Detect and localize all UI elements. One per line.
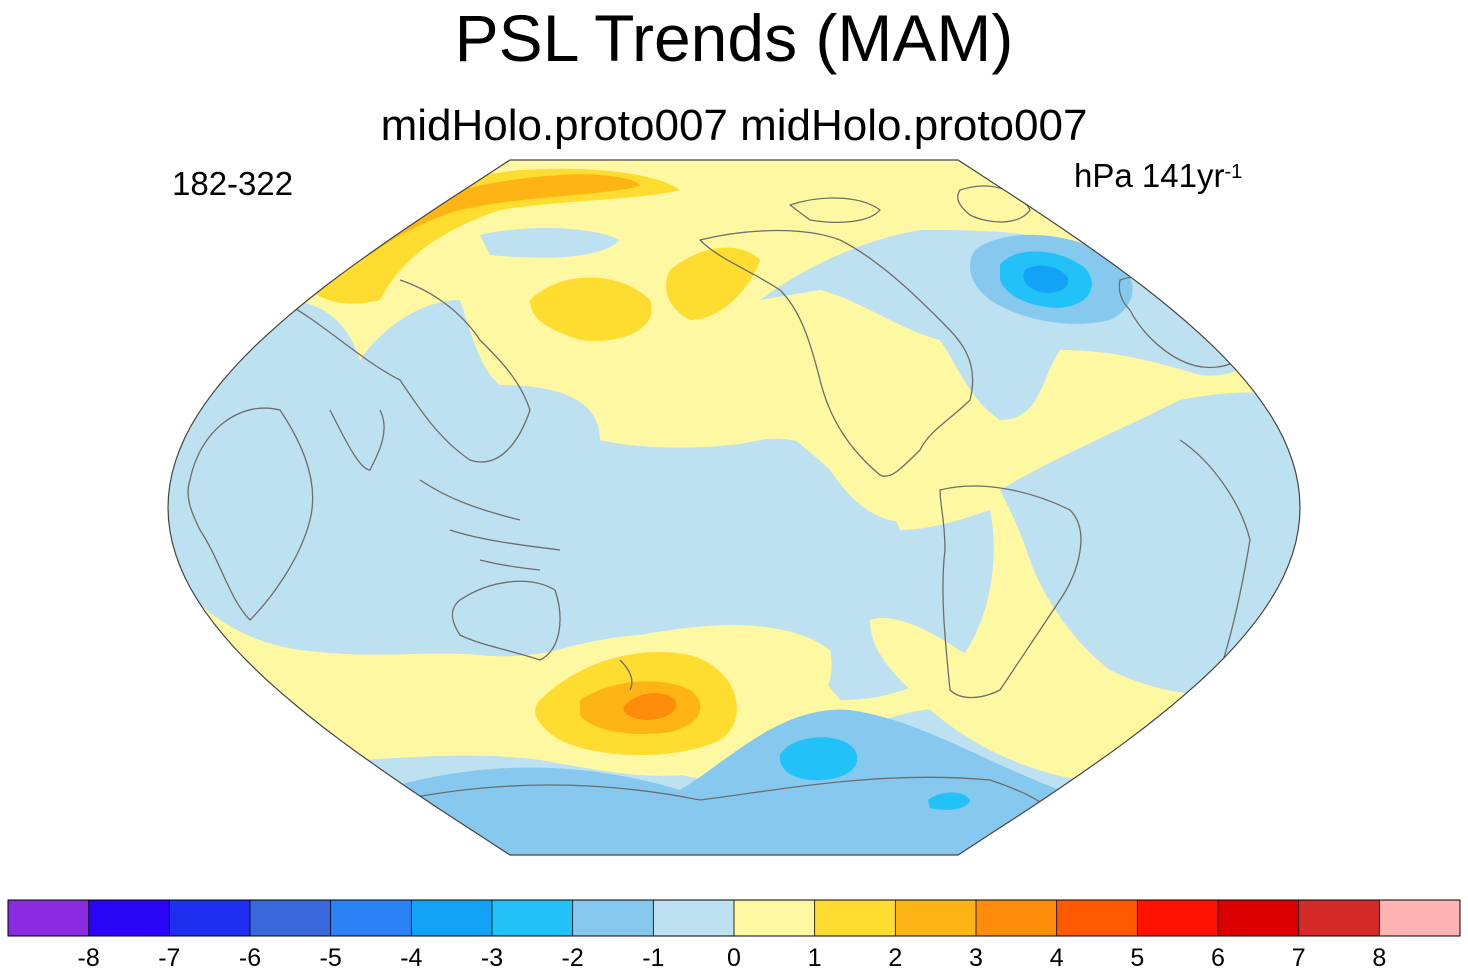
colorbar-bin bbox=[492, 900, 574, 936]
colorbar-tick-label: 3 bbox=[969, 944, 983, 972]
region-southern-ocean-low bbox=[380, 709, 1060, 855]
coast-australia bbox=[451, 580, 561, 661]
chart-subtitle: midHolo.proto007 midHolo.proto007 bbox=[380, 101, 1088, 150]
coast-antarctica bbox=[399, 776, 1051, 811]
colorbar-tick-label: 1 bbox=[808, 944, 822, 972]
colorbar-bin bbox=[250, 900, 332, 936]
colorbar-bin bbox=[1379, 900, 1461, 936]
chart-title: PSL Trends (MAM) bbox=[454, 1, 1014, 75]
colorbar-bin bbox=[734, 900, 816, 936]
colorbar-bin bbox=[169, 900, 251, 936]
region-south-pacific-max bbox=[623, 693, 676, 720]
coast-eurasia-south bbox=[279, 279, 531, 463]
colorbar-ticks: -8 -7 -6 -5 -4 -3 -2 -1 0 1 2 3 4 5 6 7 8 bbox=[78, 944, 1387, 972]
colorbar-bin bbox=[976, 900, 1058, 936]
colorbar-tick-label: -2 bbox=[562, 944, 584, 972]
coast-africa-west bbox=[1179, 439, 1251, 671]
trend-map bbox=[167, 159, 1301, 856]
colorbar-tick-label: 8 bbox=[1372, 944, 1386, 972]
colorbar-tick-label: -5 bbox=[320, 944, 342, 972]
colorbar-bins bbox=[7, 899, 1461, 937]
units-base: hPa 141yr bbox=[1074, 157, 1225, 194]
colorbar-tick-label: -1 bbox=[642, 944, 664, 972]
coast-india bbox=[329, 409, 385, 471]
colorbar-tick-label: -7 bbox=[158, 944, 180, 972]
coast-arctic-canada bbox=[789, 197, 881, 223]
region-atlantic bbox=[1000, 392, 1300, 694]
colorbar-bin bbox=[330, 900, 412, 936]
colorbar-tick-label: -4 bbox=[400, 944, 422, 972]
colorbar-bin bbox=[572, 900, 654, 936]
region-north-atlantic-min bbox=[1023, 265, 1069, 293]
colorbar-tick-label: 0 bbox=[727, 944, 741, 972]
coast-greenland bbox=[957, 185, 1031, 223]
region-tropical-pacific-indian bbox=[168, 300, 994, 700]
region-east-pacific-tongue bbox=[780, 417, 951, 522]
colorbar-bin bbox=[814, 900, 896, 936]
region-north-pacific-small bbox=[480, 228, 620, 258]
year-range-label: 182-322 bbox=[172, 165, 294, 202]
coast-africa bbox=[187, 407, 314, 621]
colorbar-tick-label: 6 bbox=[1211, 944, 1225, 972]
units-label: hPa 141yr-1 bbox=[1074, 156, 1242, 196]
colorbar-tick-label: -6 bbox=[239, 944, 261, 972]
globe-outline bbox=[167, 159, 1301, 856]
coastlines bbox=[187, 185, 1251, 811]
colorbar-bin bbox=[653, 900, 735, 936]
colorbar-tick-label: 5 bbox=[1130, 944, 1144, 972]
colorbar-bin bbox=[1218, 900, 1300, 936]
units-exponent: -1 bbox=[1224, 161, 1243, 183]
region-amundsen-core bbox=[779, 737, 858, 781]
colorbar-tick-label: 2 bbox=[888, 944, 902, 972]
coast-north-america bbox=[699, 229, 974, 477]
colorbar-tick-label: -3 bbox=[481, 944, 503, 972]
coast-south-america bbox=[939, 485, 1082, 699]
region-kamchatka bbox=[530, 277, 652, 341]
colorbar-bin bbox=[411, 900, 493, 936]
colorbar-bin bbox=[1137, 900, 1219, 936]
colorbar-bin bbox=[1056, 900, 1138, 936]
colorbar-bin bbox=[1298, 900, 1380, 936]
colorbar-tick-label: -8 bbox=[78, 944, 100, 972]
coast-maritime-se-asia bbox=[419, 479, 561, 571]
colorbar-tick-label: 4 bbox=[1050, 944, 1064, 972]
coast-new-zealand bbox=[619, 659, 633, 691]
region-weddell-core bbox=[928, 792, 970, 810]
colorbar-bin bbox=[88, 900, 170, 936]
colorbar-bin bbox=[895, 900, 977, 936]
colorbar-tick-label: 7 bbox=[1292, 944, 1306, 972]
colorbar-bin bbox=[8, 900, 90, 936]
region-arctic-siberia-core bbox=[360, 174, 640, 255]
